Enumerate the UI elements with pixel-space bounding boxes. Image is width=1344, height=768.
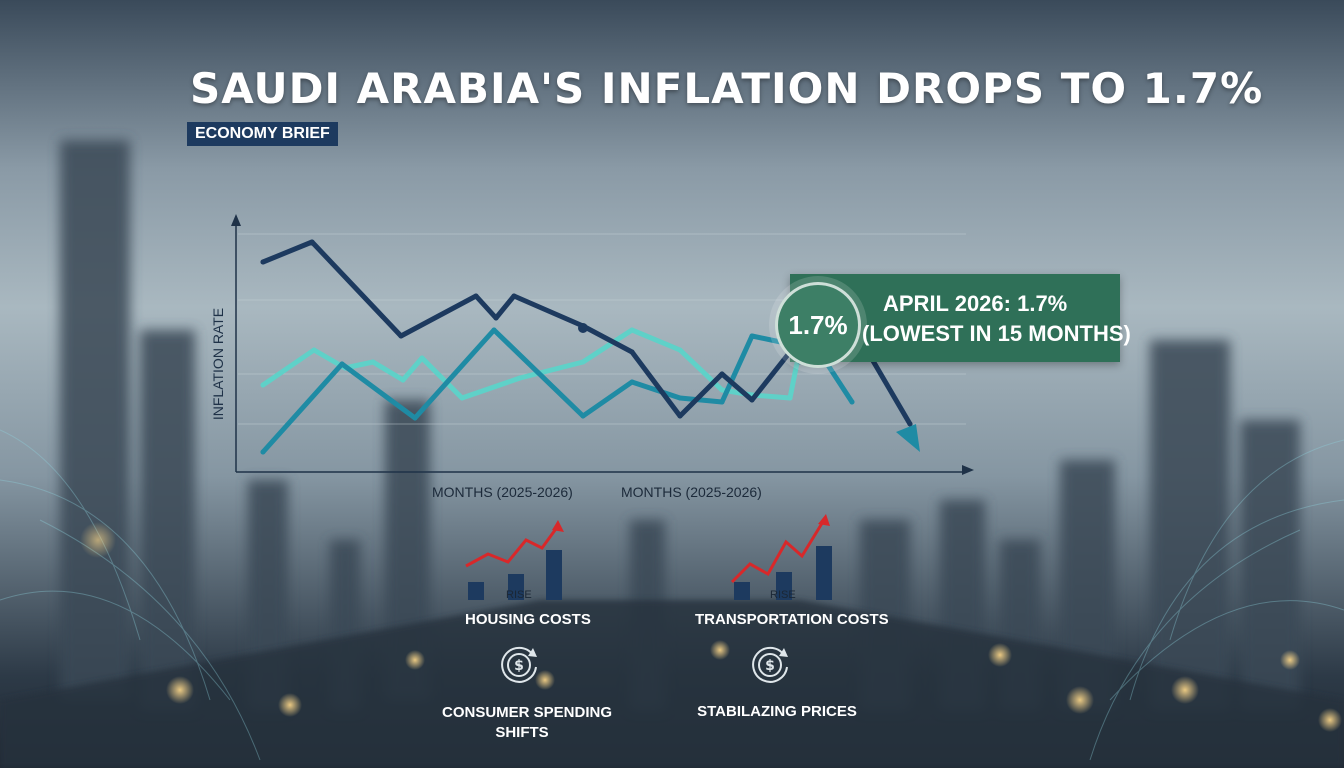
series-1-point [719,371,725,377]
series-3-point [491,327,497,333]
rising-bar-chart-icon [730,514,832,600]
page-title: SAUDI ARABIA'S INFLATION DROPS TO 1.7% [190,64,1264,113]
series-3-point [677,395,683,401]
series-2-point [311,347,317,353]
consumer-spending-line-1: CONSUMER SPENDING [442,704,613,721]
svg-text:$: $ [765,658,775,674]
series-1-point [907,421,913,427]
category-badge: ECONOMY BRIEF [187,122,338,146]
series-2-point [400,377,406,383]
series-2-point [629,327,635,333]
series-2-point [260,382,266,388]
series-3-point [580,413,586,419]
x-axis-label-1: MONTHS (2025-2026) [432,484,573,500]
dollar-cycle-icon: $ [752,646,788,683]
trend-arrowhead [896,424,920,452]
callout-line-2: (LOWEST IN 15 MONTHS) [862,321,1131,346]
series-1-point [260,259,266,265]
series-1-point [749,397,755,403]
svg-text:$: $ [514,658,524,674]
series-1-point [309,239,315,245]
consumer-spending-label: CONSUMER SPENDING SHIFTS [442,703,613,743]
callout-line-1: APRIL 2026: 1.7% [883,291,1068,316]
series-2-point [459,395,465,401]
series-1-point [511,293,517,299]
series-2-point [419,355,425,361]
series-2-point [719,387,725,393]
series-3-point [260,449,266,455]
series-line-2 [260,327,825,401]
transportation-rise-label: RISE [770,589,796,601]
series-3-point [339,361,345,367]
series-2-point [580,359,586,365]
transportation-costs-label: TRANSPORTATION COSTS [695,611,889,628]
x-axis-arrow [962,465,974,475]
callout-percent-circle: 1.7% [775,282,861,368]
series-1-point [677,413,683,419]
y-axis-arrow [231,214,241,226]
series-2-point [677,347,683,353]
housing-rise-label: RISE [506,589,532,601]
stabilizing-prices-label: STABILAZING PRICES [697,703,857,720]
series-1-point [398,333,404,339]
housing-costs-label: HOUSING COSTS [465,611,591,628]
series-2-point [517,375,523,381]
series-line-1 [260,239,913,427]
dollar-cycle-icon: $ [501,646,537,683]
series-line-3 [260,327,855,455]
series-3-point [629,379,635,385]
series-2-point [370,359,376,365]
series-2-point [787,395,793,401]
series-intersection-point [578,323,588,333]
consumer-spending-line-2: SHIFTS [495,724,549,741]
series-3-point [719,399,725,405]
series-1-point [493,315,499,321]
x-axis-label-2: MONTHS (2025-2026) [621,484,762,500]
rising-bar-chart-icon [465,520,564,600]
series-3-point [849,399,855,405]
y-axis-label: INFLATION RATE [210,307,226,421]
series-3-point [412,415,418,421]
series-1-point [473,293,479,299]
series-1-point [629,349,635,355]
series-3-point [749,333,755,339]
